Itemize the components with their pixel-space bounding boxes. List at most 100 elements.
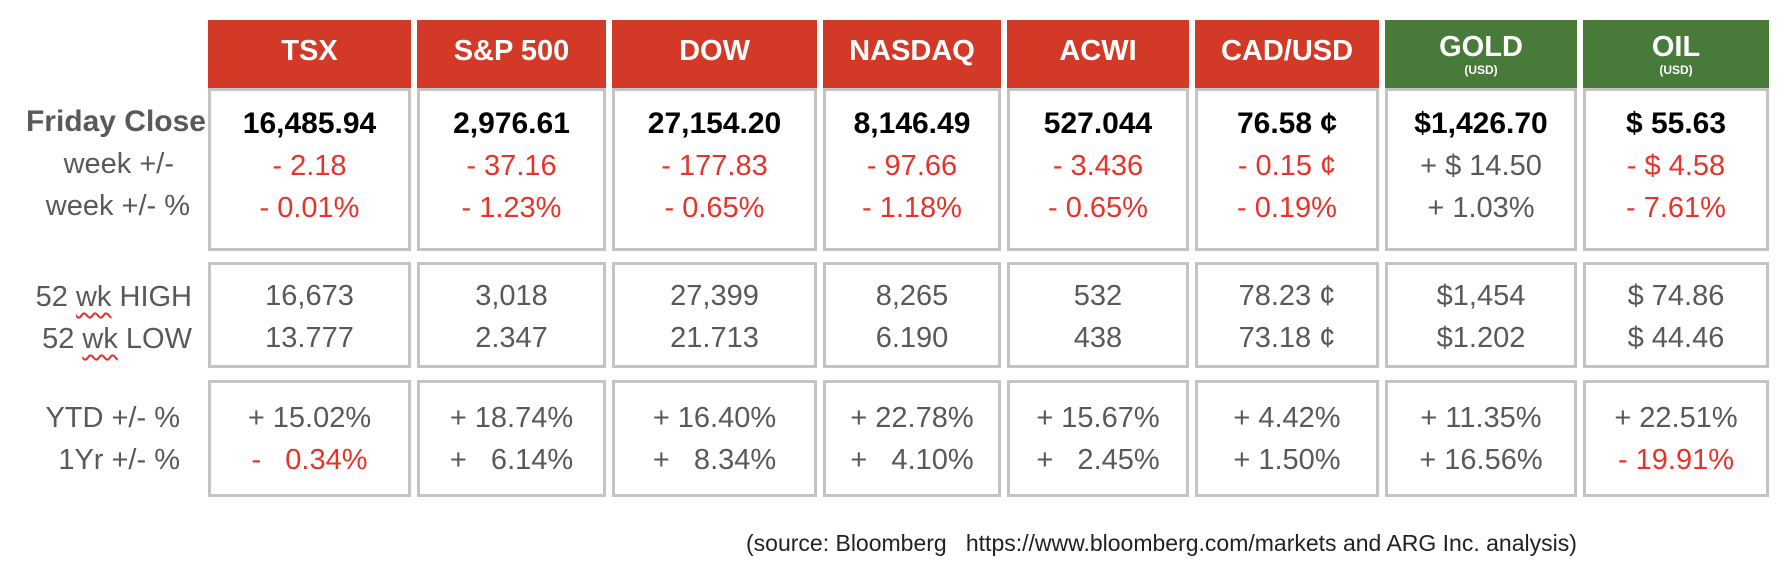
ytd-value: + 15.67% xyxy=(1036,402,1160,434)
low-52wk-value: 21.713 xyxy=(670,322,759,354)
column-header-label: OIL xyxy=(1651,31,1701,63)
row-label-friday-close: Friday Close xyxy=(25,105,206,138)
friday-close-value: 27,154.20 xyxy=(647,107,782,140)
weekly-box-nasdaq: 8,146.49 - 97.66 - 1.18% xyxy=(823,88,1001,251)
performance-box-tsx: + 15.02% - 0.34% xyxy=(208,380,411,497)
column-header-gold: GOLD (USD) xyxy=(1385,20,1577,90)
column-header-acwi: ACWI xyxy=(1007,20,1189,90)
week-change-value: - 177.83 xyxy=(661,150,768,182)
week-change-value: - 37.16 xyxy=(466,150,557,182)
weekly-box-tsx: 16,485.94 - 2.18 - 0.01% xyxy=(208,88,411,251)
weekly-box-dow: 27,154.20 - 177.83 - 0.65% xyxy=(612,88,817,251)
low-52wk-value: 13.777 xyxy=(265,322,354,354)
performance-box-cad-usd: + 4.42% + 1.50% xyxy=(1195,380,1379,497)
column-header-oil: OIL (USD) xyxy=(1583,20,1769,90)
week-change-value: - 0.15 ¢ xyxy=(1237,150,1337,182)
week-pct-value: - 1.23% xyxy=(461,192,562,224)
ytd-value: + 16.40% xyxy=(652,402,777,434)
high-52wk-value: 78.23 ¢ xyxy=(1238,280,1336,312)
ytd-value: + 22.51% xyxy=(1614,402,1738,434)
ytd-value: + 11.35% xyxy=(1420,402,1542,434)
week-pct-value: - 0.65% xyxy=(1048,192,1148,224)
friday-close-value: 8,146.49 xyxy=(853,107,971,140)
range-box-s-p-500: 3,018 2.347 xyxy=(417,262,606,368)
high-52wk-value: 16,673 xyxy=(265,280,354,312)
week-change-value: - 97.66 xyxy=(866,150,958,182)
performance-box-acwi: + 15.67% + 2.45% xyxy=(1007,380,1189,497)
week-pct-value: - 0.19% xyxy=(1237,192,1337,224)
column-header-label: DOW xyxy=(679,35,750,67)
one-yr-value: - 0.34% xyxy=(251,444,368,476)
range-box-acwi: 532 438 xyxy=(1007,262,1189,368)
friday-close-value: 76.58 ¢ xyxy=(1236,107,1338,140)
one-yr-value: + 16.56% xyxy=(1419,444,1543,476)
performance-box-nasdaq: + 22.78% + 4.10% xyxy=(823,380,1001,497)
high-52wk-value: $1,454 xyxy=(1436,280,1526,312)
low-52wk-value: 6.190 xyxy=(875,322,949,354)
week-change-value: + $ 14.50 xyxy=(1420,150,1542,182)
low-52wk-value: $ 44.46 xyxy=(1627,322,1725,354)
high-52wk-value: 3,018 xyxy=(475,280,548,312)
week-pct-value: - 0.01% xyxy=(259,192,360,224)
performance-box-oil: + 22.51% - 19.91% xyxy=(1583,380,1769,497)
column-header-s-p-500: S&P 500 xyxy=(417,20,606,90)
week-pct-value: - 0.65% xyxy=(664,192,765,224)
low-52wk-value: 73.18 ¢ xyxy=(1238,322,1336,354)
source-note: (source: Bloomberg https://www.bloomberg… xyxy=(746,530,1577,556)
ytd-value: + 18.74% xyxy=(449,402,574,434)
range-box-dow: 27,399 21.713 xyxy=(612,262,817,368)
row-label-52wk-low: 52 wk LOW xyxy=(42,323,192,355)
mid-row-labels: 52 wk HIGH 52 wk LOW xyxy=(0,276,192,360)
low-52wk-value: 2.347 xyxy=(475,322,548,354)
friday-close-value: $1,426.70 xyxy=(1414,107,1548,140)
performance-box-dow: + 16.40% + 8.34% xyxy=(612,380,817,497)
performance-box-s-p-500: + 18.74% + 6.14% xyxy=(417,380,606,497)
column-header-dow: DOW xyxy=(612,20,817,90)
column-header-tsx: TSX xyxy=(208,20,411,90)
weekly-box-s-p-500: 2,976.61 - 37.16 - 1.23% xyxy=(417,88,606,251)
row-label-week-pct: week +/- % xyxy=(45,190,190,222)
friday-close-value: 16,485.94 xyxy=(242,107,377,140)
week-change-value: - $ 4.58 xyxy=(1626,150,1726,182)
high-52wk-value: 8,265 xyxy=(875,280,949,312)
week-pct-value: + 1.03% xyxy=(1427,192,1535,224)
friday-close-value: $ 55.63 xyxy=(1625,107,1727,140)
column-header-label: CAD/USD xyxy=(1220,35,1354,67)
friday-close-value: 527.044 xyxy=(1043,107,1153,140)
performance-box-gold: + 11.35% + 16.56% xyxy=(1385,380,1577,497)
column-header-label: TSX xyxy=(281,35,338,67)
one-yr-value: + 8.34% xyxy=(652,444,777,476)
ytd-value: + 22.78% xyxy=(850,402,974,434)
column-header-label: ACWI xyxy=(1059,35,1137,67)
week-pct-value: - 7.61% xyxy=(1626,192,1726,224)
week-pct-value: - 1.18% xyxy=(862,192,962,224)
column-header-label: S&P 500 xyxy=(453,35,570,67)
ytd-value: + 15.02% xyxy=(247,402,372,434)
high-52wk-value: $ 74.86 xyxy=(1627,280,1725,312)
high-52wk-value: 27,399 xyxy=(670,280,759,312)
column-header-nasdaq: NASDAQ xyxy=(823,20,1001,90)
low-52wk-value: 438 xyxy=(1073,322,1123,354)
weekly-box-acwi: 527.044 - 3.436 - 0.65% xyxy=(1007,88,1189,251)
top-row-labels: Friday Close week +/- week +/- % xyxy=(0,101,206,227)
column-header-label: NASDAQ xyxy=(849,35,975,67)
high-52wk-value: 532 xyxy=(1073,280,1123,312)
row-label-week-change: week +/- xyxy=(63,148,174,180)
column-header-label: GOLD xyxy=(1439,31,1523,63)
range-box-oil: $ 74.86 $ 44.46 xyxy=(1583,262,1769,368)
range-box-tsx: 16,673 13.777 xyxy=(208,262,411,368)
bottom-row-labels: YTD +/- % 1Yr +/- % xyxy=(0,397,180,481)
weekly-box-gold: $1,426.70 + $ 14.50 + 1.03% xyxy=(1385,88,1577,251)
one-yr-value: + 2.45% xyxy=(1036,444,1160,476)
weekly-box-cad-usd: 76.58 ¢ - 0.15 ¢ - 0.19% xyxy=(1195,88,1379,251)
one-yr-value: + 6.14% xyxy=(449,444,574,476)
one-yr-value: - 19.91% xyxy=(1617,444,1735,476)
friday-close-value: 2,976.61 xyxy=(453,107,570,140)
range-box-gold: $1,454 $1.202 xyxy=(1385,262,1577,368)
low-52wk-value: $1.202 xyxy=(1436,322,1526,354)
column-header-unit: (USD) xyxy=(1659,63,1693,77)
one-yr-value: + 4.10% xyxy=(850,444,974,476)
column-header-unit: (USD) xyxy=(1464,63,1498,77)
column-header-cad-usd: CAD/USD xyxy=(1195,20,1379,90)
weekly-box-oil: $ 55.63 - $ 4.58 - 7.61% xyxy=(1583,88,1769,251)
